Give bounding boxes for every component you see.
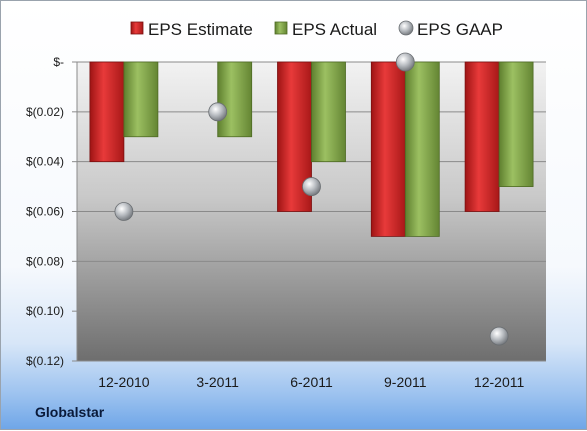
gaap-markers	[114, 52, 509, 346]
x-category-label: 12-2011	[474, 374, 525, 390]
eps-actual-bar	[498, 61, 534, 187]
legend-estimate-label: EPS Estimate	[148, 20, 253, 39]
x-axis-categories: 12-2010 3-2011 6-2011 9-2011 12-2011	[98, 374, 524, 390]
y-tick-label: $(0.12)	[26, 354, 64, 368]
x-category-label: 9-2011	[384, 374, 427, 390]
y-tick-label: $(0.02)	[26, 105, 64, 119]
eps-gaap-marker	[208, 102, 228, 122]
x-category-label: 3-2011	[196, 374, 239, 390]
x-category-label: 12-2010	[98, 374, 150, 390]
eps-actual-bar	[217, 61, 253, 138]
bars	[89, 61, 534, 237]
legend-estimate-swatch	[130, 21, 144, 35]
y-axis-ticks: $- $(0.02) $(0.04) $(0.06) $(0.08) $(0.10) $(0…	[26, 55, 64, 368]
eps-actual-bar	[404, 61, 440, 237]
eps-estimate-bar	[89, 61, 125, 163]
legend-gaap-label: EPS GAAP	[417, 20, 503, 39]
legend: EPS Estimate EPS Actual EPS GAAP	[130, 20, 503, 39]
eps-actual-bar	[311, 61, 346, 163]
legend-gaap-swatch	[398, 20, 414, 36]
eps-estimate-bar	[370, 61, 406, 237]
y-tick-label: $-	[53, 55, 64, 69]
eps-gaap-marker	[302, 177, 321, 196]
legend-actual-swatch	[274, 21, 288, 35]
eps-gaap-marker	[395, 52, 415, 72]
y-tick-label: $(0.04)	[26, 155, 64, 169]
company-label: Globalstar	[35, 404, 105, 420]
y-tick-label: $(0.10)	[26, 304, 64, 318]
eps-gaap-marker	[489, 326, 509, 346]
legend-actual-label: EPS Actual	[292, 20, 377, 39]
eps-estimate-bar	[464, 61, 500, 212]
x-category-label: 6-2011	[290, 374, 333, 390]
eps-gaap-marker	[114, 202, 134, 221]
y-tick-label: $(0.06)	[26, 205, 64, 219]
y-tick-label: $(0.08)	[26, 254, 64, 268]
eps-actual-bar	[123, 61, 159, 138]
